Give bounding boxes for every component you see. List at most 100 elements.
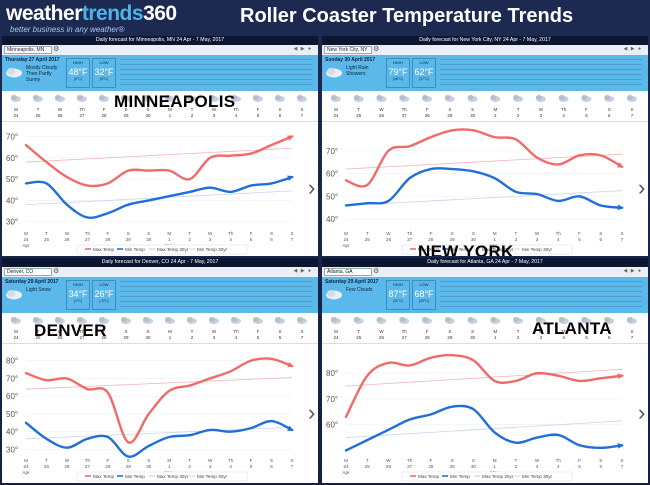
forecast-day-number: 4 bbox=[562, 113, 565, 118]
low-temp-box: LOW 68°F (20°C) bbox=[412, 280, 436, 310]
forecast-day-number: 5 bbox=[257, 335, 260, 340]
forecast-day-number: 5 bbox=[585, 113, 588, 118]
forecast-weather-icon bbox=[467, 317, 478, 324]
legend-item[interactable]: Min Temp bbox=[450, 247, 470, 252]
legend-item[interactable]: Max Temp 30yr bbox=[157, 474, 189, 479]
forecast-day-number: 28 bbox=[101, 335, 107, 340]
next-arrow-icon[interactable]: › bbox=[638, 175, 646, 200]
details-area bbox=[120, 59, 312, 87]
low-temp-celsius: (-3°C) bbox=[99, 299, 109, 303]
gear-icon[interactable]: ⚙ bbox=[373, 46, 380, 53]
x-month-label: Apr bbox=[22, 470, 30, 475]
location-input[interactable]: Denver, CO bbox=[4, 268, 52, 276]
nav-icons[interactable]: ◀ ▶ ● bbox=[293, 268, 312, 274]
x-tick-label: 25 bbox=[44, 464, 50, 469]
x-tick-day: S bbox=[290, 458, 293, 463]
forecast-day-letter: M bbox=[14, 107, 18, 112]
gear-icon[interactable]: ⚙ bbox=[373, 268, 380, 275]
forecast-day-letter: Th bbox=[402, 329, 408, 334]
gear-icon[interactable]: ⚙ bbox=[53, 46, 60, 53]
legend-item[interactable]: Min Temp bbox=[125, 474, 145, 479]
forecast-day-letter: M bbox=[168, 107, 172, 112]
forecast-weather-icon bbox=[33, 95, 43, 102]
location-input[interactable]: New York City, NY bbox=[324, 46, 372, 54]
forecast-day-number: 26 bbox=[57, 113, 63, 118]
legend-item[interactable]: Max Temp bbox=[418, 247, 440, 252]
legend: Max Temp Min Temp Max Temp 30yr Min Temp 30… bbox=[76, 244, 248, 255]
legend-item[interactable]: Min Temp bbox=[125, 247, 145, 252]
forecast-day: F5 bbox=[581, 317, 592, 340]
current-conditions: Sunday 30 April 2017 Light Rain Showers HI… bbox=[322, 55, 648, 91]
legend-item[interactable]: Max Temp bbox=[418, 474, 440, 479]
forecast-day-letter: W bbox=[212, 329, 217, 334]
legend-item[interactable]: Min Temp 30yr bbox=[197, 474, 228, 479]
x-tick-label: 27 bbox=[85, 237, 91, 242]
forecast-weather-icon bbox=[490, 95, 501, 102]
low-label: LOW bbox=[99, 282, 109, 287]
legend-item[interactable]: Max Temp 30yr bbox=[482, 474, 514, 479]
x-tick-label: 30 bbox=[471, 237, 477, 242]
forecast-day: S6 bbox=[275, 95, 285, 118]
details-area bbox=[440, 281, 642, 309]
logo-part-weather: weather bbox=[6, 2, 82, 25]
brand-logo[interactable]: weathertrends360 bbox=[6, 2, 177, 26]
x-tick-label: 6 bbox=[599, 237, 602, 242]
panel-title-text: Daily forecast for Minneapolis, MN bbox=[95, 37, 177, 43]
legend-item[interactable]: Max Temp bbox=[93, 247, 115, 252]
legend-item[interactable]: Min Temp 30yr bbox=[522, 474, 553, 479]
x-tick-label: 6 bbox=[270, 237, 273, 242]
low-temp-box: LOW 32°F (0°C) bbox=[92, 58, 116, 88]
gear-icon[interactable]: ⚙ bbox=[53, 268, 60, 275]
legend-item[interactable]: Max Temp bbox=[93, 474, 115, 479]
x-tick-day: S bbox=[270, 231, 273, 236]
forecast-day: W3 bbox=[209, 95, 219, 118]
legend-item[interactable]: Max Temp 30yr bbox=[482, 247, 514, 252]
x-tick-label: 3 bbox=[209, 464, 212, 469]
x-tick-label: 30 bbox=[146, 237, 152, 242]
legend-box bbox=[401, 471, 573, 482]
forecast-day-number: 29 bbox=[447, 113, 453, 118]
forecast-day-number: 30 bbox=[470, 335, 476, 340]
next-arrow-icon[interactable]: › bbox=[308, 399, 316, 425]
legend-item[interactable]: Min Temp bbox=[450, 474, 470, 479]
x-tick-day: W bbox=[208, 458, 213, 463]
forecast-weather-icon bbox=[376, 317, 387, 324]
forecast-weather-icon bbox=[99, 95, 109, 102]
chart-svg: 60°70°80°M24T25W26Th27F28S29S30M1T2W3Th4… bbox=[326, 353, 624, 482]
forecast-day-number: 7 bbox=[301, 335, 304, 340]
forecast-weather-icon bbox=[275, 95, 285, 102]
x-month-label: Apr bbox=[342, 470, 350, 475]
x-tick-label: 2 bbox=[515, 464, 518, 469]
y-tick-label: 50° bbox=[6, 410, 18, 419]
forecast-weather-icon bbox=[253, 317, 263, 324]
forecast-day-number: 24 bbox=[333, 113, 339, 118]
location-input[interactable]: Atlanta, GA bbox=[324, 268, 372, 276]
legend-item[interactable]: Max Temp 30yr bbox=[157, 247, 189, 252]
forecast-day-letter: S bbox=[124, 107, 127, 112]
legend-item[interactable]: Min Temp 30yr bbox=[522, 247, 553, 252]
nav-icons[interactable]: ◀ ▶ ● bbox=[293, 46, 312, 52]
forecast-day-letter: M bbox=[494, 107, 498, 112]
x-tick-label: 28 bbox=[105, 464, 111, 469]
page-title: Roller Coaster Temperature Trends bbox=[240, 5, 574, 27]
forecast-day: S30 bbox=[143, 95, 153, 118]
legend-item[interactable]: Min Temp 30yr bbox=[197, 247, 228, 252]
min-temp-arrowhead bbox=[617, 442, 624, 449]
forecast-day: T25 bbox=[353, 95, 364, 118]
nav-icons[interactable]: ◀ ▶ ● bbox=[623, 46, 642, 52]
low-temp-celsius: (0°C) bbox=[99, 77, 109, 81]
location-input[interactable]: Minneapolis, MN bbox=[4, 46, 52, 54]
forecast-weather-icon bbox=[604, 317, 615, 324]
forecast-weather-icon bbox=[253, 95, 263, 102]
max-temp-line bbox=[24, 135, 294, 188]
next-arrow-icon[interactable]: › bbox=[638, 399, 646, 425]
legend-box bbox=[76, 471, 248, 482]
temperature-chart: 60° 70° 80° M 24 T 25 W 26 Th 27 F 28 S 29 S 30 M 1 T 2 W 3 Th 4… bbox=[322, 319, 648, 483]
forecast-day-letter: S bbox=[300, 107, 303, 112]
next-arrow-icon[interactable]: › bbox=[308, 175, 316, 200]
forecast-weather-icon bbox=[535, 317, 546, 324]
forecast-weather-icon bbox=[535, 95, 546, 102]
y-tick-label: 40° bbox=[6, 196, 18, 205]
nav-icons[interactable]: ◀ ▶ ● bbox=[623, 268, 642, 274]
forecast-day: T2 bbox=[513, 95, 524, 118]
